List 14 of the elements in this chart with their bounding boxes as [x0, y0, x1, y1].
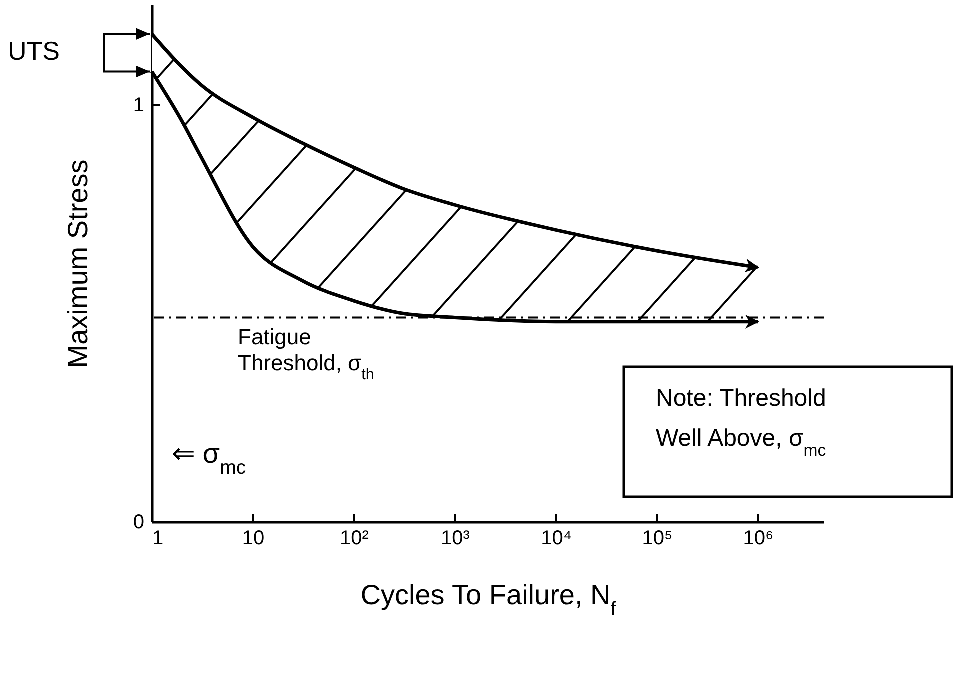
y-axis-title: Maximum Stress — [62, 160, 94, 368]
x-tick-label: 10⁶ — [743, 528, 774, 550]
x-tick-label: 10³ — [441, 528, 470, 550]
x-tick-label: 1 — [152, 528, 164, 550]
annotation: ⇐ σ$_{mc}$ — [172, 438, 246, 479]
x-axis-title: Cycles To Failure, N$_{f}$ — [360, 580, 617, 620]
x-tick-label: 10² — [340, 528, 370, 550]
annotation: Note: Threshold Well Above, σ$_{mc}$ — [656, 385, 826, 460]
x-tick-label: 10⁴ — [541, 528, 572, 550]
text: UTS — [8, 36, 60, 66]
y-tick-label: 0 — [133, 512, 144, 534]
x-tick-label: 10 — [242, 528, 265, 550]
ref-line-label: Fatigue Threshold, σ$_{th}$ — [238, 324, 374, 384]
x-tick-label: 10⁵ — [642, 528, 673, 550]
